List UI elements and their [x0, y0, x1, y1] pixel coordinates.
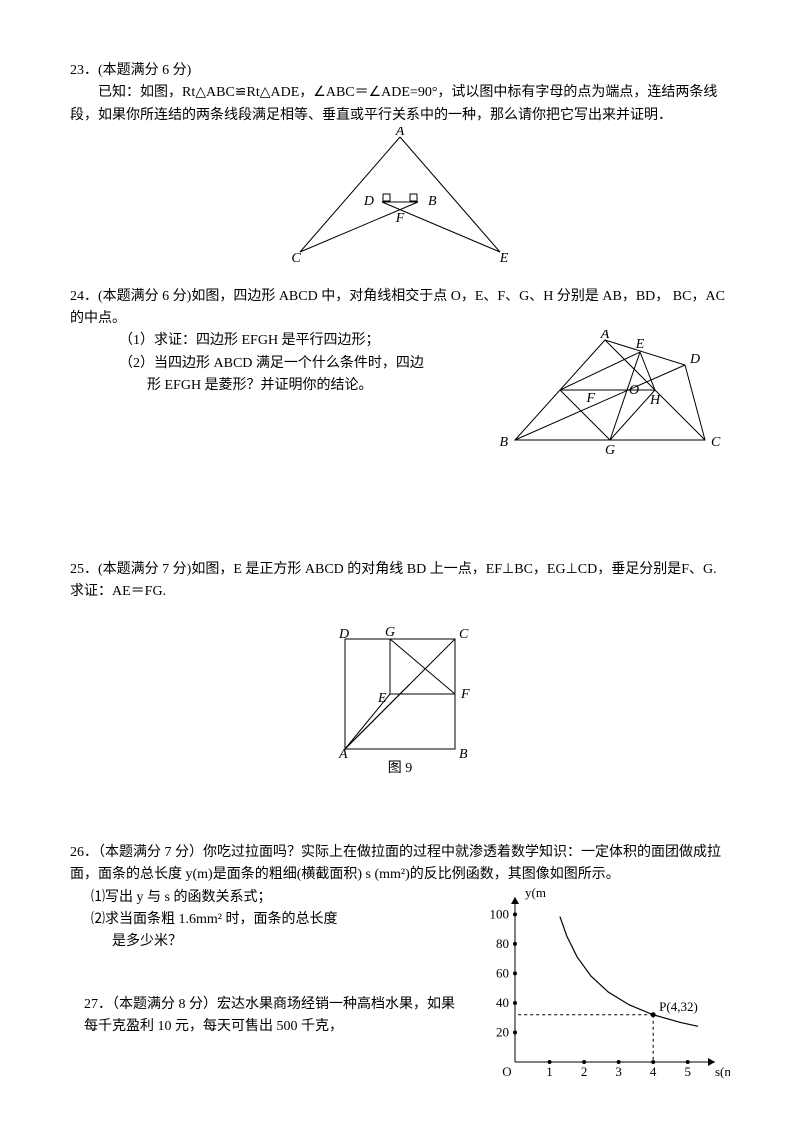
q23-title: 23．(本题满分 6 分) [70, 60, 730, 82]
label-A: A [338, 747, 348, 762]
svg-text:60: 60 [496, 965, 509, 980]
question-25: 25．(本题满分 7 分)如图，E 是正方形 ABCD 的对角线 BD 上一点，… [70, 559, 730, 802]
label-E: E [635, 337, 645, 352]
label-B: B [459, 747, 468, 762]
svg-text:20: 20 [496, 1024, 509, 1039]
q24-sub2a: （2）当四边形 ABCD 满足一个什么条件时，四边 [70, 353, 490, 375]
q24-svg: A D C B E F G H O [490, 330, 730, 460]
svg-text:100: 100 [490, 906, 510, 921]
svg-text:80: 80 [496, 936, 509, 951]
label-E: E [499, 251, 509, 266]
q24-figure: A D C B E F G H O [490, 330, 730, 468]
svg-text:40: 40 [496, 995, 509, 1010]
label-H: H [649, 393, 661, 408]
q26-title: 26．（本题满分 7 分）你吃过拉面吗？实际上在做拉面的过程中就渗透着数学知识：… [70, 842, 730, 887]
label-C: C [711, 435, 721, 450]
label-O: O [629, 383, 639, 398]
q25-svg: D C A B E F G 图 9 [315, 624, 485, 794]
label-D: D [363, 194, 374, 209]
label-E: E [377, 691, 387, 706]
q23-body: 已知：如图，Rt△ABC≌Rt△ADE，∠ABC＝∠ADE=90°，试以图中标有… [70, 82, 730, 127]
question-23: 23．(本题满分 6 分) 已知：如图，Rt△ABC≌Rt△ADE，∠ABC＝∠… [70, 60, 730, 276]
q25-caption: 图 9 [388, 761, 413, 776]
label-F: F [395, 211, 405, 226]
svg-text:O: O [502, 1064, 511, 1079]
q26-chart-svg: 1 2 3 4 5 20 40 60 80 100 Os(mm²) y(m P(4,32) [470, 887, 730, 1087]
q24-sub1: （1）求证：四边形 EFGH 是平行四边形； [70, 330, 490, 352]
svg-text:y(m: y(m [525, 887, 546, 900]
svg-text:1: 1 [546, 1064, 553, 1079]
label-D: D [689, 352, 700, 367]
svg-text:5: 5 [684, 1064, 691, 1079]
svg-text:P(4,32): P(4,32) [659, 998, 698, 1013]
svg-text:s(mm²): s(mm²) [715, 1064, 730, 1079]
label-A: A [600, 330, 610, 342]
q24-sub-col: （1）求证：四边形 EFGH 是平行四边形； （2）当四边形 ABCD 满足一个… [70, 330, 490, 468]
q26-chart: 1 2 3 4 5 20 40 60 80 100 Os(mm²) y(m P(4,32) [470, 887, 730, 1095]
label-A: A [395, 127, 405, 139]
label-D: D [338, 627, 349, 642]
svg-text:2: 2 [581, 1064, 588, 1079]
svg-text:4: 4 [650, 1064, 657, 1079]
q24-sub2b: 形 EFGH 是菱形？并证明你的结论。 [70, 375, 490, 397]
label-G: G [605, 443, 615, 458]
label-B: B [499, 435, 508, 450]
label-C: C [291, 251, 301, 266]
label-F: F [585, 391, 595, 406]
q23-figure: A D B F C E [70, 127, 730, 275]
q23-svg: A D B F C E [270, 127, 530, 267]
q24-title: 24．(本题满分 6 分)如图，四边形 ABCD 中，对角线相交于点 O，E、F… [70, 286, 730, 331]
svg-text:3: 3 [615, 1064, 622, 1079]
q25-title: 25．(本题满分 7 分)如图，E 是正方形 ABCD 的对角线 BD 上一点，… [70, 559, 730, 604]
question-26: 26．（本题满分 7 分）你吃过拉面吗？实际上在做拉面的过程中就渗透着数学知识：… [70, 842, 730, 954]
label-G: G [385, 625, 395, 640]
label-F: F [460, 687, 470, 702]
label-B: B [428, 194, 437, 209]
label-C: C [459, 627, 469, 642]
q25-figure: D C A B E F G 图 9 [70, 624, 730, 802]
question-24: 24．(本题满分 6 分)如图，四边形 ABCD 中，对角线相交于点 O，E、F… [70, 286, 730, 469]
